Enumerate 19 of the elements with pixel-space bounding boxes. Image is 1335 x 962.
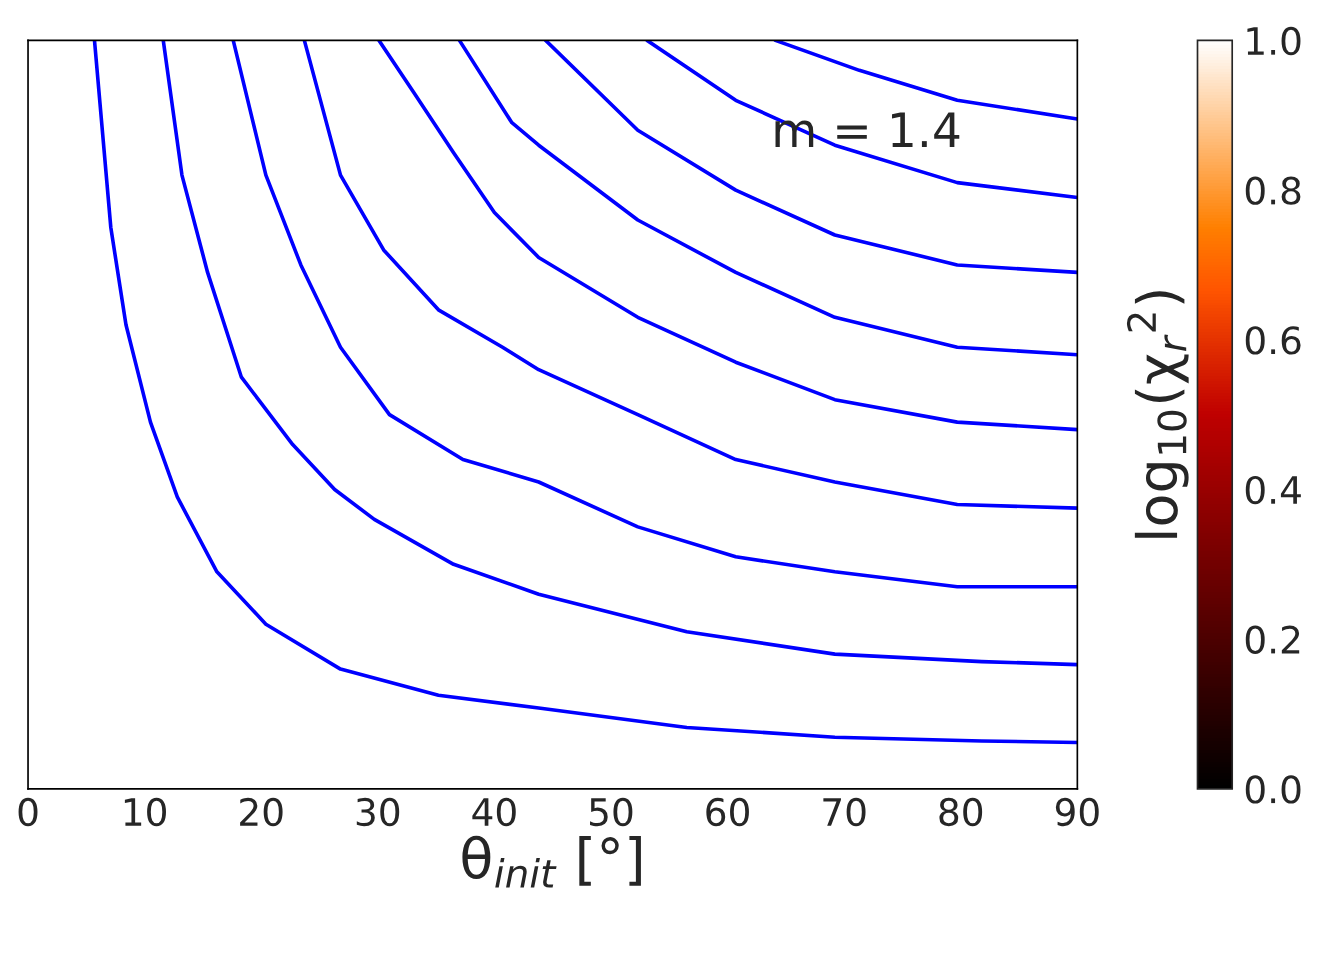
x-tick-label: 70 [823, 797, 866, 827]
x-tick-label: 80 [939, 797, 983, 827]
color-bar-label: 0.0 [1245, 775, 1301, 804]
color-bar-label: 1.0 [1247, 26, 1301, 56]
annotation: m = 1.4 [775, 112, 960, 147]
x-tick-label: 50 [590, 797, 633, 827]
x-tick-label: 30 [356, 797, 400, 827]
x-tick-label: 90 [1055, 797, 1099, 827]
x-tick-label: 20 [240, 797, 283, 827]
x-tick-label: 0 [18, 797, 38, 827]
color-bar-label: 0.4 [1245, 475, 1301, 505]
x-axis-title: θ$_{init}$ [°] [462, 835, 641, 888]
color-bar-label: 0.6 [1245, 326, 1301, 355]
x-tick-label: 40 [472, 797, 516, 827]
color-bar-label: 0.8 [1245, 176, 1301, 205]
color-bar-label: 0.2 [1245, 625, 1300, 654]
x-tick-label: 60 [706, 797, 749, 827]
color-bar-title: log$_{10}$(χ$_{r}$$^{2}$) [1126, 291, 1189, 538]
x-tick-label: 10 [124, 797, 166, 827]
